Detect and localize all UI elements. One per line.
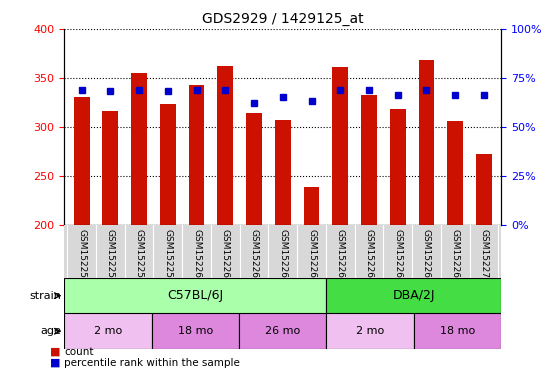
Text: 18 mo: 18 mo: [440, 326, 475, 336]
Text: GSM152270: GSM152270: [479, 229, 488, 284]
Text: 2 mo: 2 mo: [94, 326, 122, 336]
Text: GSM152264: GSM152264: [307, 229, 316, 283]
Text: GSM152265: GSM152265: [336, 229, 345, 284]
Text: C57BL/6J: C57BL/6J: [167, 289, 223, 302]
Text: 18 mo: 18 mo: [178, 326, 213, 336]
Text: GSM152269: GSM152269: [451, 229, 460, 284]
Bar: [304, 187, 319, 225]
Text: GSM152267: GSM152267: [393, 229, 402, 284]
Bar: [447, 121, 463, 225]
Bar: [414, 313, 501, 349]
Bar: [74, 98, 90, 225]
Bar: [152, 313, 239, 349]
Bar: [390, 109, 405, 225]
Bar: [418, 60, 435, 225]
Text: GSM152266: GSM152266: [365, 229, 374, 284]
Text: 2 mo: 2 mo: [356, 326, 384, 336]
Text: GSM152263: GSM152263: [278, 229, 287, 284]
Text: GSM152268: GSM152268: [422, 229, 431, 284]
Bar: [326, 313, 414, 349]
Bar: [217, 66, 233, 225]
Text: ■: ■: [50, 358, 61, 368]
Bar: [64, 313, 152, 349]
Text: age: age: [41, 326, 62, 336]
Text: ■: ■: [50, 347, 61, 357]
Bar: [102, 111, 118, 225]
Text: 26 mo: 26 mo: [265, 326, 300, 336]
Bar: [64, 278, 326, 313]
Text: count: count: [64, 347, 94, 357]
Text: percentile rank within the sample: percentile rank within the sample: [64, 358, 240, 368]
Bar: [131, 73, 147, 225]
Bar: [476, 154, 492, 225]
Text: GSM152261: GSM152261: [221, 229, 230, 284]
Bar: [246, 113, 262, 225]
Text: GSM152257: GSM152257: [106, 229, 115, 284]
Bar: [160, 104, 176, 225]
Text: GSM152262: GSM152262: [250, 229, 259, 283]
Text: GSM152256: GSM152256: [77, 229, 86, 284]
Text: DBA/2J: DBA/2J: [393, 289, 435, 302]
Bar: [275, 120, 291, 225]
Text: GDS2929 / 1429125_at: GDS2929 / 1429125_at: [202, 12, 363, 25]
Bar: [189, 84, 204, 225]
Text: GSM152258: GSM152258: [134, 229, 143, 284]
Bar: [239, 313, 326, 349]
Bar: [333, 67, 348, 225]
Bar: [361, 95, 377, 225]
Text: GSM152260: GSM152260: [192, 229, 201, 284]
Bar: [326, 278, 501, 313]
Text: strain: strain: [30, 291, 62, 301]
Text: GSM152259: GSM152259: [164, 229, 172, 284]
